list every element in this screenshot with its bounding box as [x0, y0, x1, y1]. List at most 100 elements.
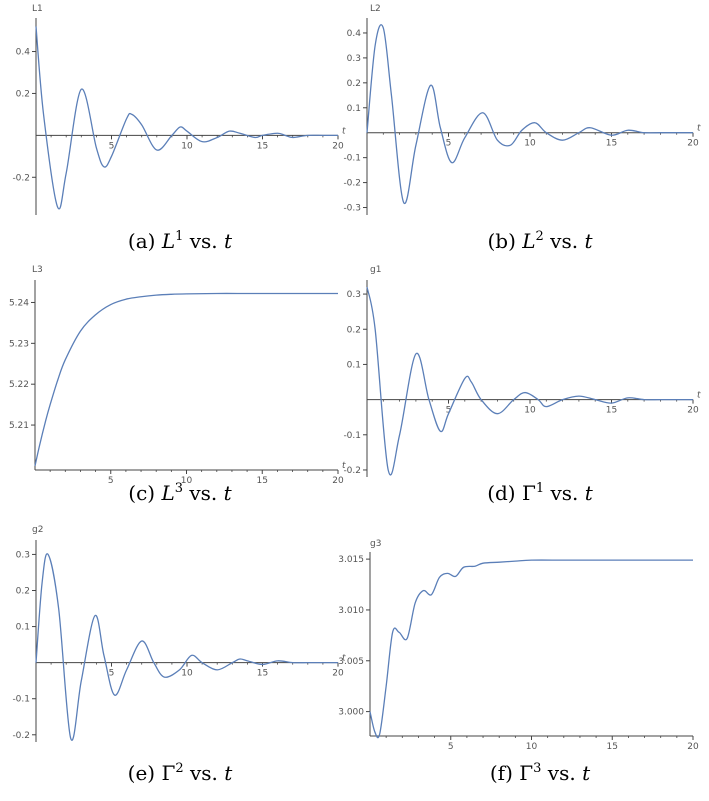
y-tick-label: 0.4	[16, 48, 31, 58]
x-tick-label: 10	[181, 476, 193, 486]
caption-variable: t	[224, 481, 233, 505]
x-axis-label: t	[697, 391, 701, 401]
caption-prefix: (d)	[487, 481, 522, 505]
caption-symbol: Γ	[161, 761, 175, 785]
caption-superscript: 3	[533, 761, 541, 776]
x-tick-label: 5	[109, 141, 115, 151]
series-line	[369, 559, 693, 739]
x-tick-label: 10	[181, 141, 193, 151]
y-tick-label: 5.21	[9, 421, 29, 431]
chart-caption: (e) Γ2 vs. t	[128, 761, 234, 785]
caption-prefix: (a)	[128, 229, 162, 253]
y-tick-label: 3.000	[338, 708, 364, 718]
chart-panel-f: 5 10 15 20 3.000 3.005 3.010 3.015 g3 (f) Γ3 vs. …	[338, 539, 699, 785]
caption-variable: t	[585, 481, 594, 505]
caption-symbol: L	[521, 229, 535, 253]
y-tick-label: -0.1	[343, 431, 361, 441]
chart-caption: (f) Γ3 vs. t	[490, 761, 591, 785]
x-tick-label: 5	[446, 139, 452, 149]
caption-variable: t	[584, 229, 593, 253]
x-axis-label: t	[342, 654, 346, 664]
x-tick-label: 15	[606, 406, 617, 416]
y-tick-label: -0.2	[12, 173, 30, 183]
y-tick-label: -0.2	[343, 466, 361, 476]
y-tick-label: 0.1	[347, 360, 361, 370]
y-tick-label: 0.3	[347, 54, 361, 64]
y-tick-label: -0.1	[343, 154, 361, 164]
y-tick-label: 0.2	[16, 89, 30, 99]
y-axis-label: g1	[370, 265, 381, 275]
caption-superscript: 3	[175, 481, 183, 496]
y-tick-label: 5.24	[9, 298, 29, 308]
y-tick-label: -0.1	[12, 695, 30, 705]
x-tick-label: 15	[257, 476, 268, 486]
y-tick-label: -0.3	[343, 204, 361, 214]
caption-vs: vs.	[183, 229, 224, 253]
caption-superscript: 1	[536, 481, 544, 496]
x-tick-label: 5	[446, 406, 452, 416]
x-tick-label: 10	[524, 139, 536, 149]
x-tick-label: 15	[257, 141, 268, 151]
caption-variable: t	[224, 761, 233, 785]
chart-caption: (a) L1 vs. t	[128, 229, 233, 253]
y-tick-label: 3.015	[338, 555, 364, 565]
series-line	[34, 292, 338, 467]
x-tick-label: 5	[108, 476, 114, 486]
y-tick-label: 0.3	[16, 550, 30, 560]
x-tick-label: 15	[606, 139, 617, 149]
chart-caption: (d) Γ1 vs. t	[487, 481, 594, 505]
series-line	[35, 26, 338, 210]
y-tick-label: 3.005	[338, 657, 364, 667]
caption-variable: t	[582, 761, 591, 785]
x-axis-label: t	[342, 461, 346, 471]
caption-vs: vs.	[541, 761, 582, 785]
caption-prefix: (b)	[487, 229, 522, 253]
x-tick-label: 10	[524, 406, 536, 416]
y-tick-label: 0.1	[16, 623, 30, 633]
x-tick-label: 5	[448, 742, 454, 752]
chart-caption: (b) L2 vs. t	[487, 229, 593, 253]
caption-vs: vs.	[544, 481, 585, 505]
caption-variable: t	[224, 229, 233, 253]
y-tick-label: 3.010	[338, 606, 364, 616]
x-tick-label: 20	[687, 139, 699, 149]
caption-vs: vs.	[544, 229, 585, 253]
y-tick-label: 0.2	[16, 587, 30, 597]
y-axis-label: L2	[370, 4, 381, 14]
caption-prefix: (c)	[128, 481, 161, 505]
y-axis-label: L3	[32, 265, 43, 275]
series-line	[35, 553, 338, 741]
caption-symbol: L	[160, 481, 174, 505]
caption-symbol: L	[161, 229, 175, 253]
x-tick-label: 20	[332, 476, 344, 486]
x-tick-label: 15	[257, 669, 268, 679]
y-axis-label: g3	[370, 539, 381, 549]
caption-prefix: (e)	[128, 761, 162, 785]
x-tick-label: 20	[332, 669, 344, 679]
caption-symbol: Γ	[519, 761, 533, 785]
chart-caption: (c) L3 vs. t	[128, 481, 232, 505]
x-tick-label: 5	[109, 669, 115, 679]
y-tick-label: 0.2	[347, 79, 361, 89]
x-axis-label: t	[342, 126, 346, 136]
series-line	[366, 24, 693, 205]
y-tick-label: 0.4	[347, 29, 362, 39]
y-axis-label: L1	[32, 4, 43, 14]
y-tick-label: 5.22	[9, 380, 29, 390]
y-tick-label: 5.23	[9, 339, 29, 349]
x-tick-label: 10	[526, 742, 538, 752]
y-axis-label: g2	[32, 525, 43, 535]
caption-superscript: 2	[536, 229, 544, 244]
caption-symbol: Γ	[522, 481, 536, 505]
y-tick-label: 0.1	[347, 104, 361, 114]
x-tick-label: 15	[607, 742, 618, 752]
x-axis-label: t	[697, 124, 701, 134]
x-tick-label: 20	[687, 742, 699, 752]
caption-vs: vs.	[184, 761, 225, 785]
caption-superscript: 1	[175, 229, 183, 244]
